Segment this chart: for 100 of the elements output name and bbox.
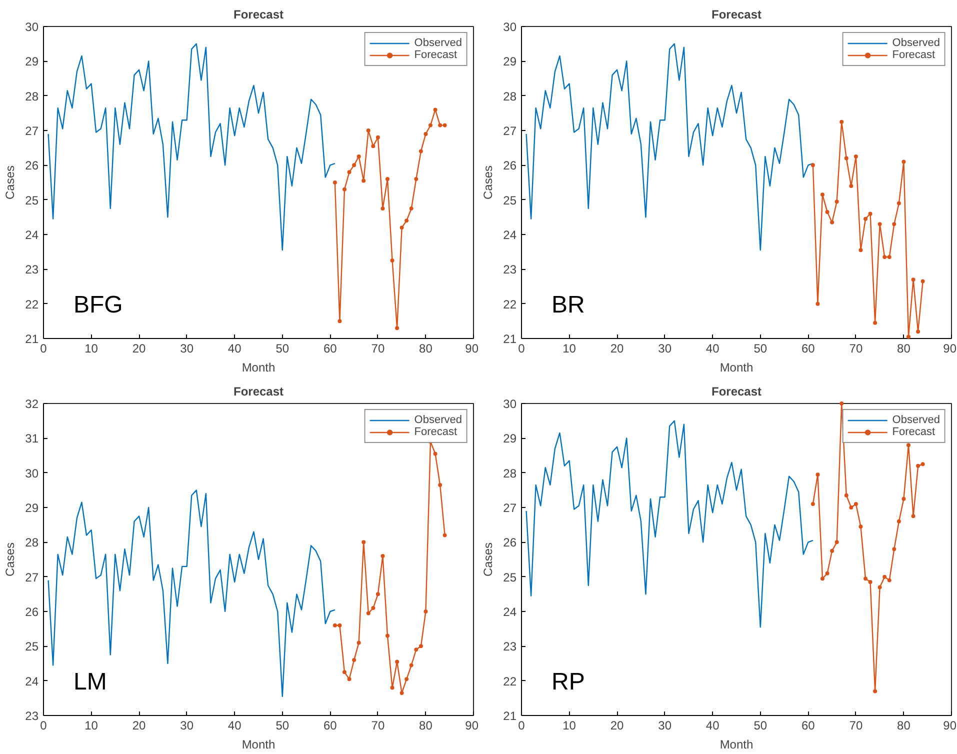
- y-axis-title: Cases: [481, 542, 496, 577]
- point: [438, 123, 442, 128]
- x-axis-title: Month: [720, 360, 754, 374]
- point: [356, 154, 361, 158]
- point: [395, 660, 400, 664]
- point: [414, 648, 418, 652]
- point: [386, 177, 390, 182]
- point: [825, 210, 830, 214]
- point: [400, 690, 404, 695]
- legend-label: Observed: [414, 414, 462, 426]
- point: [395, 326, 400, 330]
- legend-label: Observed: [414, 37, 462, 49]
- point: [854, 502, 858, 506]
- x-tick-label: 60: [801, 718, 816, 732]
- point: [920, 279, 925, 284]
- point: [362, 178, 366, 183]
- x-tick-label: 50: [276, 342, 290, 356]
- y-tick-label: 24: [503, 605, 517, 619]
- y-tick-label: 29: [25, 501, 39, 515]
- point: [849, 506, 854, 510]
- y-axis-title: Cases: [481, 165, 496, 200]
- x-tick-label: 50: [276, 718, 290, 732]
- y-tick-label: 28: [503, 466, 517, 480]
- point: [825, 571, 830, 576]
- point: [868, 580, 872, 584]
- point: [873, 689, 878, 694]
- x-tick-label: 0: [518, 718, 526, 732]
- point: [902, 160, 906, 164]
- point: [834, 540, 839, 544]
- point: [906, 334, 910, 339]
- legend-label: Forecast: [892, 426, 936, 438]
- line-series: [526, 420, 814, 628]
- point: [887, 578, 892, 582]
- point: [830, 220, 834, 224]
- point: [892, 547, 896, 552]
- point: [882, 574, 887, 579]
- point: [820, 192, 824, 197]
- point: [834, 200, 839, 204]
- point: [906, 443, 910, 448]
- point: [840, 402, 844, 406]
- x-tick-label: 60: [323, 342, 338, 356]
- x-tick-label: 60: [323, 718, 338, 732]
- x-tick-label: 80: [419, 718, 433, 732]
- y-tick-label: 29: [503, 432, 517, 446]
- point: [864, 216, 868, 221]
- x-tick-label: 80: [897, 718, 911, 732]
- point: [380, 206, 385, 210]
- y-tick-label: 30: [25, 20, 39, 34]
- point: [438, 482, 442, 487]
- x-tick-label: 70: [371, 718, 385, 732]
- point: [854, 154, 858, 158]
- chart-title: Forecast: [233, 384, 284, 398]
- y-tick-label: 32: [25, 397, 39, 411]
- y-tick-label: 26: [503, 536, 517, 550]
- x-tick-label: 0: [40, 342, 48, 356]
- point: [830, 548, 834, 553]
- x-tick-label: 90: [465, 342, 479, 356]
- point: [878, 585, 882, 590]
- x-tick-label: 60: [801, 342, 816, 356]
- x-tick-label: 30: [180, 718, 194, 732]
- y-tick-label: 27: [25, 570, 39, 584]
- line-series: [48, 43, 336, 251]
- y-tick-label: 31: [25, 432, 39, 446]
- point: [849, 184, 854, 188]
- point: [371, 606, 376, 610]
- y-tick-label: 26: [25, 158, 39, 173]
- point: [442, 533, 447, 538]
- y-tick-label: 30: [503, 20, 517, 34]
- point: [442, 123, 447, 128]
- point: [868, 212, 872, 216]
- point: [873, 320, 878, 325]
- point: [840, 120, 844, 124]
- y-tick-label: 21: [25, 332, 39, 346]
- x-tick-label: 0: [40, 718, 48, 732]
- point: [404, 218, 409, 223]
- x-tick-label: 40: [706, 718, 720, 732]
- y-tick-label: 24: [25, 228, 39, 242]
- x-tick-label: 10: [84, 342, 98, 356]
- y-tick-label: 25: [503, 193, 517, 208]
- y-tick-label: 23: [503, 262, 517, 277]
- point: [820, 576, 824, 581]
- point: [380, 554, 385, 558]
- y-tick-label: 23: [25, 262, 39, 277]
- point: [844, 156, 848, 160]
- x-tick-label: 10: [562, 718, 576, 732]
- point: [366, 128, 370, 132]
- chart-title: Forecast: [711, 8, 762, 22]
- x-tick-label: 0: [518, 342, 526, 356]
- point: [428, 123, 432, 128]
- y-axis-title: Cases: [3, 165, 18, 200]
- y-tick-label: 26: [503, 158, 517, 173]
- x-tick-label: 50: [754, 718, 768, 732]
- point: [371, 144, 376, 148]
- point: [896, 201, 901, 206]
- point: [882, 255, 887, 260]
- point: [342, 670, 346, 674]
- x-tick-label: 90: [943, 342, 957, 356]
- point: [338, 623, 342, 628]
- point: [858, 524, 863, 529]
- point: [810, 163, 815, 168]
